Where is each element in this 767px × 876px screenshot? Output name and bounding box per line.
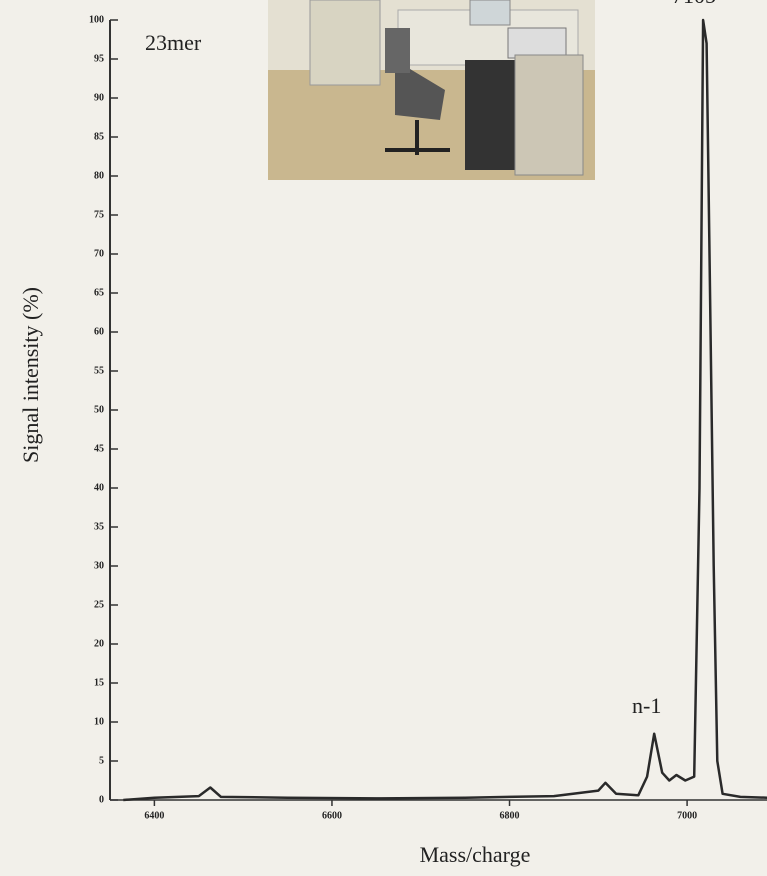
x-tick-label: 6600 — [322, 810, 342, 821]
y-tick-label: 35 — [94, 521, 104, 532]
chart: 23mer n-1 7105 Signal intensity (%) Mass… — [0, 0, 767, 876]
y-tick-label: 70 — [94, 248, 104, 259]
y-tick-label: 50 — [94, 404, 104, 415]
y-tick-label: 40 — [94, 482, 104, 493]
y-tick-label: 20 — [94, 638, 104, 649]
y-tick-label: 80 — [94, 170, 104, 181]
y-tick-label: 45 — [94, 443, 104, 454]
y-tick-label: 10 — [94, 716, 104, 727]
annotation: n-1 — [632, 693, 661, 718]
y-tick-label: 100 — [89, 14, 104, 25]
y-tick-label: 30 — [94, 560, 104, 571]
annotation: 7105 — [672, 0, 716, 8]
y-axis-label: Signal intensity (%) — [18, 287, 43, 463]
y-tick-label: 75 — [94, 209, 104, 220]
y-tick-label: 85 — [94, 131, 104, 142]
x-tick-label: 7000 — [677, 810, 697, 821]
x-axis-label: Mass/charge — [420, 842, 531, 867]
y-tick-label: 65 — [94, 287, 104, 298]
y-tick-label: 25 — [94, 599, 104, 610]
y-tick-label: 55 — [94, 365, 104, 376]
photo-inset — [268, 0, 595, 180]
x-tick-label: 6400 — [144, 810, 164, 821]
y-tick-label: 5 — [99, 755, 104, 766]
annotation: 23mer — [145, 30, 202, 55]
x-tick-label: 6800 — [500, 810, 520, 821]
y-tick-label: 90 — [94, 92, 104, 103]
y-tick-label: 0 — [99, 794, 104, 805]
y-tick-label: 15 — [94, 677, 104, 688]
y-tick-label: 95 — [94, 53, 104, 64]
y-tick-label: 60 — [94, 326, 104, 337]
